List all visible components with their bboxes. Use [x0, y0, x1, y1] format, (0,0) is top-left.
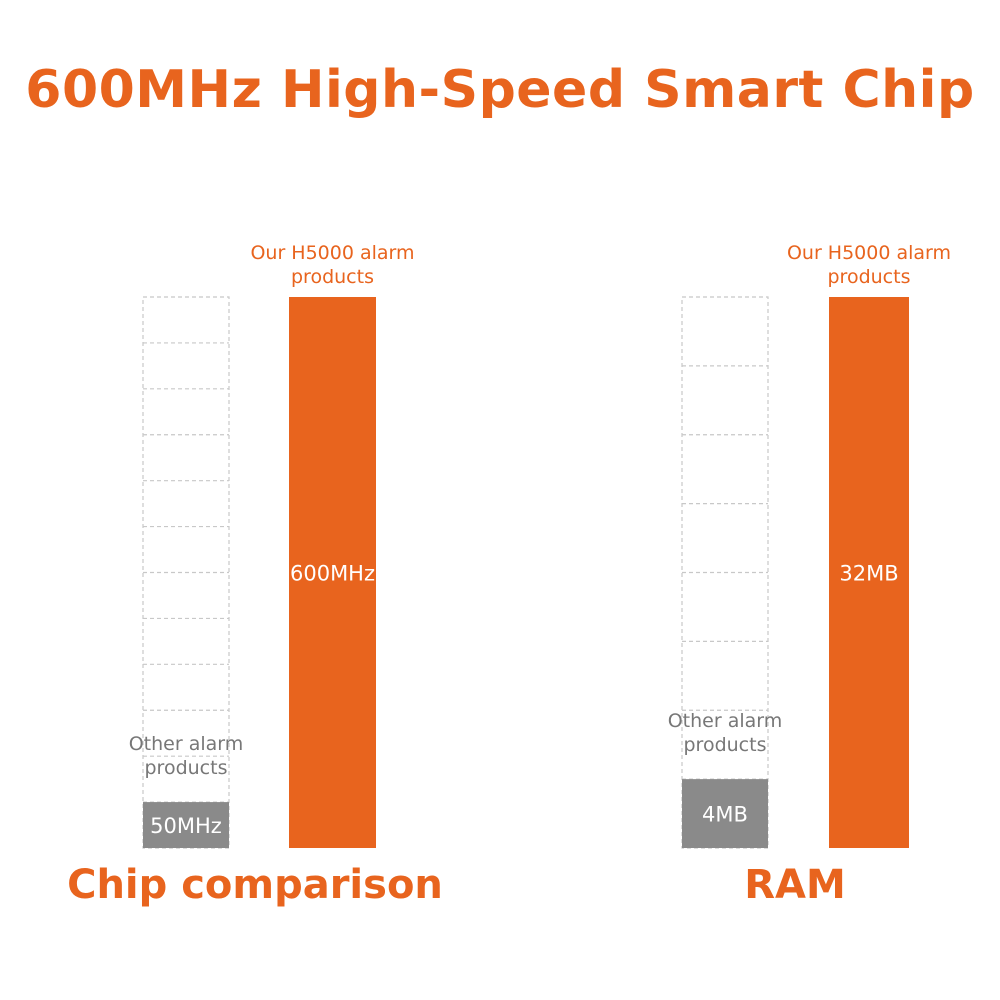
- ram-ours-label-line1: Our H5000 alarm: [787, 242, 951, 264]
- chip-ours-label-line2: products: [291, 266, 374, 288]
- chip-other-label-line2: products: [145, 757, 228, 779]
- ram-other-label-line2: products: [684, 734, 767, 756]
- chip-other-value-label: 50MHz: [150, 814, 222, 838]
- ram-other-label-line1: Other alarm: [668, 710, 783, 732]
- page-title: 600MHz High-Speed Smart Chip: [25, 60, 975, 120]
- chip-other-bar: [143, 802, 229, 848]
- ram-other-bar: [682, 779, 768, 848]
- chip-other-label-line1: Other alarm: [129, 733, 244, 755]
- chip-comparison-caption: Chip comparison: [67, 862, 443, 908]
- chip-ours-value-label: 600MHz: [290, 562, 375, 586]
- ram-ours-label-line2: products: [828, 266, 911, 288]
- ram-caption: RAM: [744, 862, 846, 908]
- ram-other-value-label: 4MB: [702, 803, 748, 827]
- ram-ours-bar: [829, 297, 909, 848]
- chip-ours-bar: [289, 297, 376, 848]
- ram-ours-value-label: 32MB: [839, 562, 898, 586]
- chip-ours-label-line1: Our H5000 alarm: [250, 242, 414, 264]
